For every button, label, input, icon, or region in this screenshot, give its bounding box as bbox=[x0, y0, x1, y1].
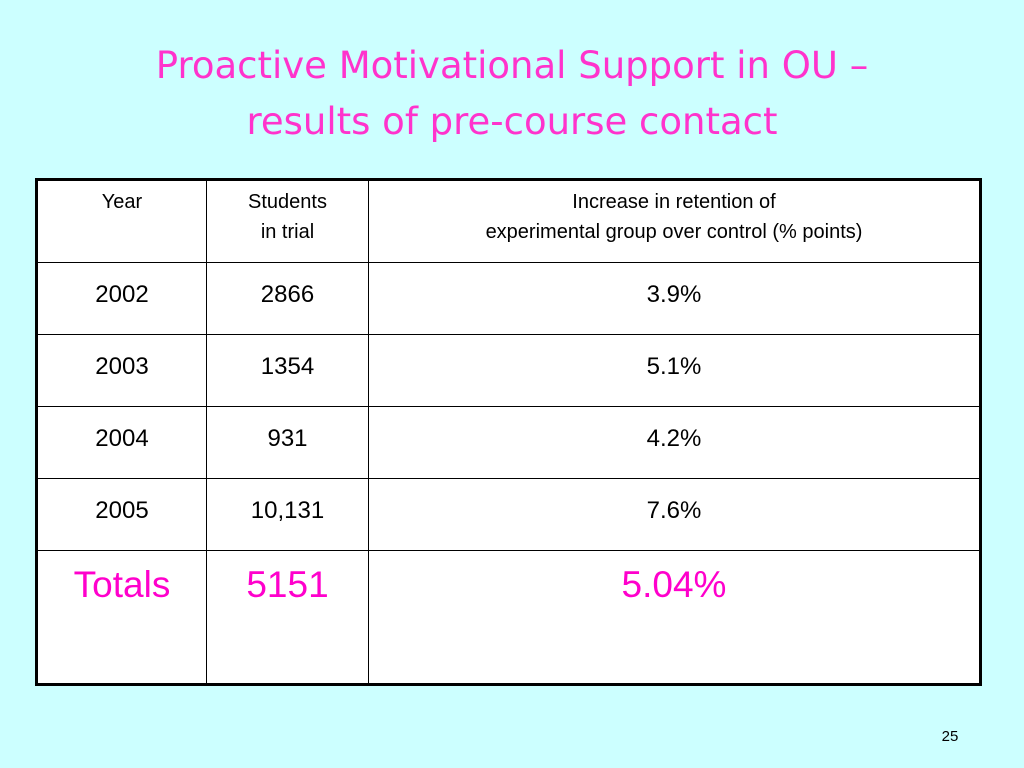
slide-title: Proactive Motivational Support in OU – r… bbox=[0, 38, 1024, 150]
page-number: 25 bbox=[941, 728, 959, 745]
slide-title-line-2: results of pre-course contact bbox=[246, 100, 778, 143]
cell-year: 2002 bbox=[36, 262, 207, 335]
totals-label: Totals bbox=[36, 550, 207, 685]
header-year: Year bbox=[36, 179, 207, 263]
cell-students: 1354 bbox=[206, 334, 369, 407]
totals-increase: 5.04% bbox=[368, 550, 981, 685]
cell-students: 10,131 bbox=[206, 478, 369, 551]
table-header-row: Year Students in trial Increase in reten… bbox=[36, 179, 981, 263]
header-increase-line-1: Increase in retention of bbox=[572, 191, 776, 213]
header-students-line-2: in trial bbox=[260, 221, 315, 243]
table-row: 2005 10,131 7.6% bbox=[36, 478, 981, 551]
table-row: 2004 931 4.2% bbox=[36, 406, 981, 479]
table-row: 2002 2866 3.9% bbox=[36, 262, 981, 335]
cell-students: 931 bbox=[206, 406, 369, 479]
cell-year: 2004 bbox=[36, 406, 207, 479]
totals-row: Totals 5151 5.04% bbox=[36, 550, 981, 685]
slide-title-line-1: Proactive Motivational Support in OU – bbox=[155, 44, 869, 87]
header-increase: Increase in retention of experimental gr… bbox=[368, 179, 981, 263]
cell-increase: 7.6% bbox=[368, 478, 981, 551]
header-students: Students in trial bbox=[206, 179, 369, 263]
cell-increase: 5.1% bbox=[368, 334, 981, 407]
cell-students: 2866 bbox=[206, 262, 369, 335]
totals-students: 5151 bbox=[206, 550, 369, 685]
cell-increase: 4.2% bbox=[368, 406, 981, 479]
header-year-label: Year bbox=[101, 191, 143, 213]
cell-increase: 3.9% bbox=[368, 262, 981, 335]
cell-year: 2005 bbox=[36, 478, 207, 551]
table-row: 2003 1354 5.1% bbox=[36, 334, 981, 407]
results-table: Year Students in trial Increase in reten… bbox=[35, 178, 982, 686]
cell-year: 2003 bbox=[36, 334, 207, 407]
header-increase-line-2: experimental group over control (% point… bbox=[485, 221, 863, 243]
header-students-line-1: Students bbox=[248, 191, 327, 213]
